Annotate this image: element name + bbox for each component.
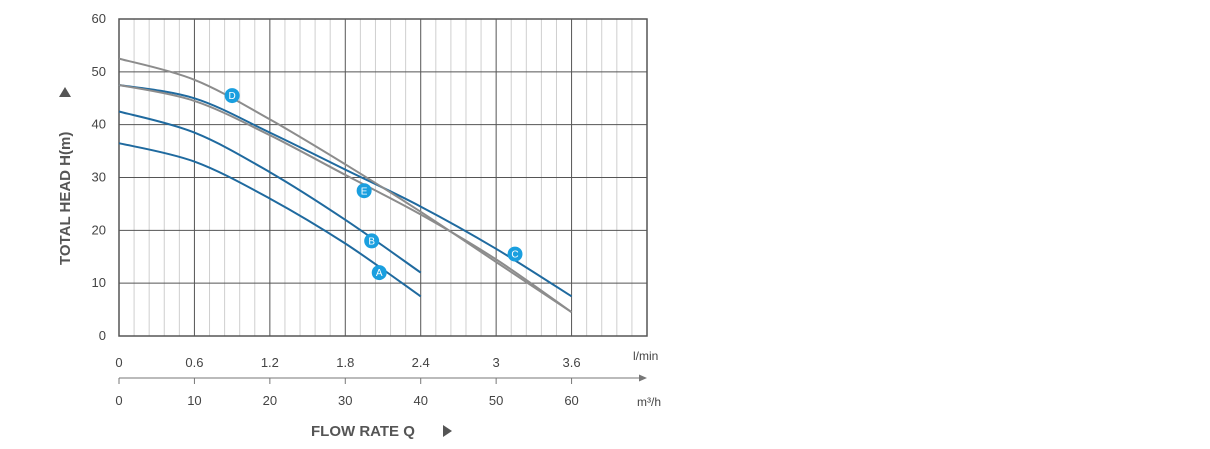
y-axis-title: TOTAL HEAD H(m) [57, 132, 74, 265]
x-bottom-tick-labels: 0 10 20 30 40 50 60 [115, 378, 579, 408]
x-bottom-tick-label: 50 [489, 393, 503, 408]
series-line-e [118, 84, 573, 314]
series-marker-c [507, 246, 523, 262]
x-bottom-tick-label: 40 [413, 393, 427, 408]
series-markers: A B C D E [224, 88, 523, 281]
x-top-tick-label: 0 [115, 355, 122, 370]
x-top-tick-label: 1.8 [336, 355, 354, 370]
x-bottom-tick-label: 0 [115, 393, 122, 408]
x-bottom-unit: m³/h [637, 395, 661, 409]
series-marker-d [224, 88, 240, 104]
series-label-c: C [511, 250, 518, 261]
grid [118, 18, 648, 337]
series-line-a [118, 142, 422, 298]
x-axis-arrow [639, 374, 647, 382]
x-bottom-tick-label: 30 [338, 393, 352, 408]
x-axis-title: FLOW RATE Q [311, 423, 415, 440]
x-bottom-tick-label: 10 [187, 393, 201, 408]
x-top-tick-label: 2.4 [412, 355, 430, 370]
series-label-a: A [376, 268, 383, 279]
series-line-d [118, 57, 573, 314]
x-top-unit: l/min [633, 349, 658, 363]
x-top-tick-label: 3 [493, 355, 500, 370]
x-top-tick-labels: 0 0.6 1.2 1.8 2.4 3 3.6 [115, 355, 580, 370]
x-top-tick-label: 0.6 [185, 355, 203, 370]
y-tick-labels: 0 10 20 30 40 50 60 [92, 11, 106, 343]
plot-frame [118, 18, 648, 337]
y-tick-label: 20 [92, 222, 106, 237]
y-tick-label: 50 [92, 64, 106, 79]
x-top-tick-label: 1.2 [261, 355, 279, 370]
series-marker-a [371, 265, 387, 281]
y-tick-label: 60 [92, 11, 106, 26]
x-axis-title-arrow-icon [443, 425, 452, 437]
series-label-b: B [368, 237, 375, 248]
x-top-tick-label: 3.6 [563, 355, 581, 370]
y-tick-label: 10 [92, 275, 106, 290]
y-tick-label: 0 [99, 328, 106, 343]
series-marker-e [356, 183, 372, 199]
y-axis-title-arrow-icon [59, 87, 71, 97]
series-label-d: D [229, 91, 236, 102]
series-label-e: E [361, 186, 368, 197]
series-marker-b [364, 233, 380, 249]
series-line-c [118, 84, 573, 298]
x-bottom-tick-label: 20 [263, 393, 277, 408]
x-bottom-tick-label: 60 [564, 393, 578, 408]
y-tick-label: 40 [92, 117, 106, 132]
y-tick-label: 30 [92, 170, 106, 185]
